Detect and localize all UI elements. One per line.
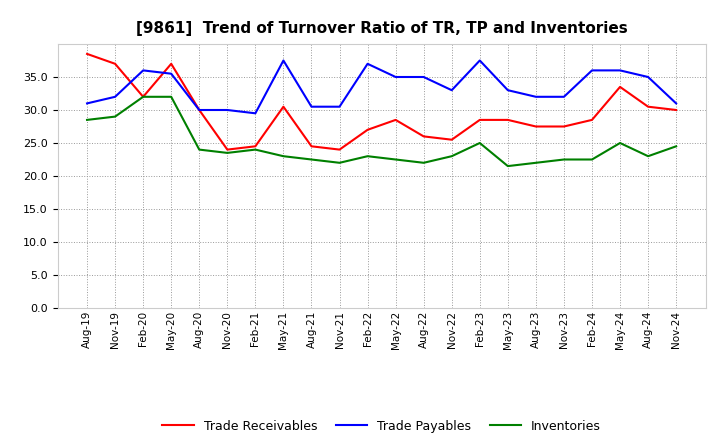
- Inventories: [672, 143, 680, 149]
- Trade Receivables: [672, 107, 680, 113]
- Trade Receivables: [588, 117, 596, 122]
- Inventories: [391, 157, 400, 162]
- Line: Trade Receivables: Trade Receivables: [87, 54, 676, 150]
- Trade Receivables: [111, 61, 120, 66]
- Inventories: [447, 154, 456, 159]
- Trade Payables: [391, 74, 400, 80]
- Inventories: [223, 150, 232, 156]
- Inventories: [475, 140, 484, 146]
- Inventories: [195, 147, 204, 152]
- Trade Payables: [559, 94, 568, 99]
- Trade Receivables: [139, 94, 148, 99]
- Trade Payables: [672, 101, 680, 106]
- Inventories: [559, 157, 568, 162]
- Trade Payables: [139, 68, 148, 73]
- Inventories: [503, 163, 512, 169]
- Trade Payables: [588, 68, 596, 73]
- Inventories: [336, 160, 344, 165]
- Line: Trade Payables: Trade Payables: [87, 60, 676, 113]
- Trade Payables: [111, 94, 120, 99]
- Trade Payables: [447, 88, 456, 93]
- Trade Payables: [279, 58, 288, 63]
- Trade Receivables: [279, 104, 288, 109]
- Trade Payables: [616, 68, 624, 73]
- Trade Payables: [503, 88, 512, 93]
- Trade Payables: [419, 74, 428, 80]
- Trade Payables: [83, 101, 91, 106]
- Inventories: [83, 117, 91, 122]
- Trade Receivables: [251, 143, 260, 149]
- Trade Receivables: [83, 51, 91, 56]
- Trade Receivables: [475, 117, 484, 122]
- Trade Payables: [644, 74, 652, 80]
- Trade Receivables: [559, 124, 568, 129]
- Title: [9861]  Trend of Turnover Ratio of TR, TP and Inventories: [9861] Trend of Turnover Ratio of TR, TP…: [136, 21, 627, 36]
- Trade Receivables: [195, 107, 204, 113]
- Inventories: [111, 114, 120, 119]
- Trade Payables: [167, 71, 176, 76]
- Inventories: [139, 94, 148, 99]
- Inventories: [251, 147, 260, 152]
- Trade Receivables: [419, 134, 428, 139]
- Trade Payables: [336, 104, 344, 109]
- Trade Payables: [364, 61, 372, 66]
- Trade Receivables: [447, 137, 456, 142]
- Trade Receivables: [503, 117, 512, 122]
- Inventories: [616, 140, 624, 146]
- Trade Receivables: [167, 61, 176, 66]
- Trade Receivables: [307, 143, 316, 149]
- Line: Inventories: Inventories: [87, 97, 676, 166]
- Inventories: [307, 157, 316, 162]
- Inventories: [588, 157, 596, 162]
- Inventories: [419, 160, 428, 165]
- Trade Receivables: [531, 124, 540, 129]
- Legend: Trade Receivables, Trade Payables, Inventories: Trade Receivables, Trade Payables, Inven…: [157, 414, 606, 437]
- Trade Receivables: [644, 104, 652, 109]
- Inventories: [167, 94, 176, 99]
- Trade Payables: [475, 58, 484, 63]
- Inventories: [644, 154, 652, 159]
- Trade Payables: [307, 104, 316, 109]
- Trade Receivables: [616, 84, 624, 90]
- Trade Receivables: [336, 147, 344, 152]
- Trade Payables: [251, 110, 260, 116]
- Trade Payables: [223, 107, 232, 113]
- Trade Receivables: [391, 117, 400, 122]
- Trade Receivables: [223, 147, 232, 152]
- Trade Receivables: [364, 127, 372, 132]
- Trade Payables: [195, 107, 204, 113]
- Inventories: [531, 160, 540, 165]
- Trade Payables: [531, 94, 540, 99]
- Inventories: [279, 154, 288, 159]
- Inventories: [364, 154, 372, 159]
